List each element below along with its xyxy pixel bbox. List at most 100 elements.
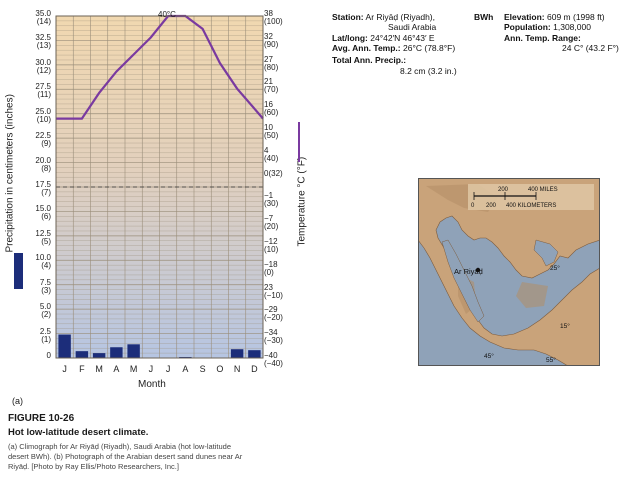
left-tick-label: 30.0 (12) [35,57,51,75]
left-tick-label: 25.0 (10) [35,106,51,124]
right-tick-label: 32 (90) [264,31,279,49]
city-marker [475,267,481,273]
left-tick-label: 32.5 (13) [35,33,51,51]
left-tick-label: 0 [46,351,51,360]
left-tick-label: 35.0 (14) [35,9,51,26]
precipitation-bars [58,334,261,358]
left-tick-label: 5.0 (2) [39,302,51,320]
precip-bar-j-0 [58,334,71,358]
precip-bar-f-1 [75,351,89,358]
right-tick-label: 23 (−10) [264,282,283,300]
right-tick-label: 16 (60) [264,100,279,118]
arabian-peninsula-map: Ar Riyāḍ 200 400 MILES 0 200 400 KILOMET… [418,178,600,366]
caption-line-2: desert BWh). (b) Photograph of the Arabi… [8,452,243,461]
figure-title: Hot low-latitude desert climate. [8,427,149,438]
city-label: Ar Riyāḍ [454,267,483,276]
station-value-2: Saudi Arabia [388,22,437,32]
right-tick-label: 38 (100) [264,9,283,26]
left-tick-label: 10.0 (4) [35,253,51,271]
avg-temp-line: Avg. Ann. Temp.: 26°C (78.8°F) [332,43,455,53]
right-tick-label: 27 (80) [264,54,279,72]
precip-bar-m-2 [92,353,106,358]
station-line: Station: Ar Riyāḍ (Riyadh), [332,12,435,22]
month-label: J [165,364,171,374]
right-tick-label: −12 (10) [264,237,279,254]
station-value: Ar Riyāḍ (Riyadh), [365,12,435,22]
month-label: M [129,364,138,374]
scale-zero: 0 [471,203,475,209]
climate-code: BWh [474,12,494,22]
avg-temp-label: Avg. Ann. Temp.: [332,43,401,53]
left-tick-label: 15.0 (6) [35,204,51,222]
left-tick-label: 22.5 (9) [35,131,51,149]
lat-25-label: 25° [550,264,560,272]
station-label: Station: [332,12,364,22]
scale-miles: 400 MILES [528,187,558,193]
precip-bar-a-3 [110,347,123,358]
latlong-line: Lat/long: 24°42′N 46°43′ E [332,33,435,43]
precip-legend-swatch [14,253,23,289]
population-value: 1,308,000 [553,22,591,32]
caption-line-1: (a) Climograph for Ar Riyāḍ (Riyadh), Sa… [8,442,232,451]
max-temp-label: 40°C [158,10,176,19]
right-tick-label: −29 (−20) [264,305,283,323]
left-tick-label: 12.5 (5) [35,228,51,246]
figure-number: FIGURE 10-26 [8,413,75,424]
right-tick-label: 4 (40) [264,145,279,163]
range-label: Ann. Temp. Range: [504,33,581,43]
month-label: S [199,364,206,374]
population-line: Population: 1,308,000 [504,22,591,32]
population-label: Population: [504,22,551,32]
scale-km-mid: 200 [486,203,497,209]
month-label: F [79,364,85,374]
x-axis-title: Month [138,379,166,390]
elevation-line: Elevation: 609 m (1998 ft) [504,12,605,22]
month-label: O [216,364,224,374]
right-tick-label: −1 (30) [264,191,279,209]
right-tick-label: 10 (50) [264,123,279,140]
scale-box [468,184,594,210]
right-tick-label: −34 (−30) [264,328,283,346]
precip-bar-d-11 [248,350,261,358]
right-tick-label: 21 (70) [264,77,279,95]
avg-temp-value: 26°C (78.8°F) [403,43,456,53]
left-tick-label: 17.5 (7) [35,180,51,197]
right-tick-label: −40 (−40) [264,351,283,368]
left-tick-label: 27.5 (11) [35,82,51,100]
right-tick-label: −7 (20) [264,214,279,232]
temperature-line [56,14,264,120]
precip-bar-m-4 [127,344,140,358]
temp-legend-swatch [298,122,300,162]
month-label: A [182,364,189,374]
elevation-value: 609 m (1998 ft) [547,12,605,22]
month-label: D [251,364,258,374]
left-tick-label: 7.5 (3) [39,277,51,295]
left-axis-title: Precipitation in centimeters (inches) [4,94,16,253]
total-precip-label: Total Ann. Precip.: [332,55,407,65]
caption-line-3: Riyāḍ. [Photo by Ray Ellis/Photo Researc… [8,462,179,471]
lon-45-label: 45° [484,352,494,360]
panel-label: (a) [12,396,23,406]
right-tick-label: 0(32) [264,168,283,178]
latlong-value: 24°42′N 46°43′ E [370,33,435,43]
climograph-chart [55,14,264,359]
lon-55-label: 55° [546,356,556,364]
lat-15-label: 15° [560,322,570,330]
scale-km: 400 KILOMETERS [506,203,556,209]
right-tick-label: −18 (0) [264,259,278,277]
month-label: A [113,364,120,374]
month-label: N [233,364,241,374]
precip-bar-n-10 [230,349,244,358]
map-persian-gulf [533,239,559,267]
month-label: M [95,364,103,374]
left-tick-label: 2.5 (1) [39,326,51,344]
month-label: J [62,364,67,374]
scale-miles-mid: 200 [498,187,509,193]
map-red-sea [441,239,485,323]
left-tick-label: 20.0 (8) [35,155,51,173]
latlong-label: Lat/long: [332,33,368,43]
range-value: 24 C° (43.2 F°) [562,43,619,53]
total-precip-value: 8.2 cm (3.2 in.) [400,66,457,76]
plot-frame [55,15,264,359]
elevation-label: Elevation: [504,12,545,22]
